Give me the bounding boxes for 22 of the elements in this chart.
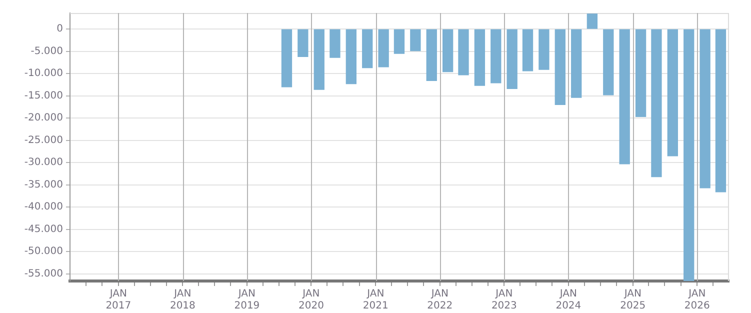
x-tick-label: JAN 2022 bbox=[427, 288, 453, 312]
y-tick-label: -55.000 bbox=[24, 268, 63, 280]
y-tick-label: -40.000 bbox=[24, 202, 63, 213]
y-tick-label: -20.000 bbox=[24, 112, 63, 124]
x-tick-label: JAN 2025 bbox=[620, 288, 646, 312]
x-tick-label: JAN 2018 bbox=[170, 288, 196, 312]
y-tick-label: -15.000 bbox=[24, 90, 63, 102]
y-tick-label: -10.000 bbox=[24, 68, 63, 80]
y-tick-label: 0 bbox=[56, 24, 63, 35]
y-tick-label: -5.000 bbox=[30, 46, 63, 57]
y-tick-label: -25.000 bbox=[24, 134, 63, 146]
x-tick-label: JAN 2021 bbox=[362, 288, 388, 312]
x-tick-label: JAN 2026 bbox=[684, 288, 710, 312]
x-tick-label: JAN 2023 bbox=[491, 288, 517, 312]
x-tick-label: JAN 2019 bbox=[234, 288, 260, 312]
x-tick-label: JAN 2020 bbox=[298, 288, 324, 312]
y-tick-label: -45.000 bbox=[24, 224, 63, 235]
y-tick-label: -50.000 bbox=[24, 246, 63, 258]
y-tick-label: -35.000 bbox=[24, 179, 63, 190]
y-tick-label: -30.000 bbox=[24, 157, 63, 168]
x-tick-label: JAN 2024 bbox=[556, 288, 582, 312]
x-tick-label: JAN 2017 bbox=[106, 288, 132, 312]
